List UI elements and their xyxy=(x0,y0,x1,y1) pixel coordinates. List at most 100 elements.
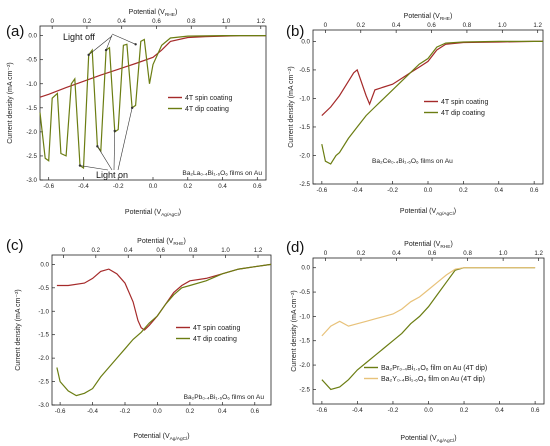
top-tick-label: 0.6 xyxy=(428,250,437,257)
y-axis-title-main: Current density (mA cm⁻²) xyxy=(15,289,22,371)
y-axis-title: Current density (mA cm⁻²) xyxy=(288,66,295,148)
top-tick-label: 1.0 xyxy=(222,18,231,25)
bottom-axis-title-main: Potential (V xyxy=(133,433,170,440)
y-tick-label: 0.0 xyxy=(301,265,310,272)
arrow-on-3 xyxy=(113,130,116,171)
y-tick-label: 0.0 xyxy=(40,261,49,268)
top-tick-label: 0.8 xyxy=(463,22,472,29)
bottom-axis-title: Potential (VAg/AgCl) xyxy=(400,208,456,217)
plot-frame xyxy=(39,25,267,181)
top-tick-label: 0.6 xyxy=(156,247,165,254)
top-tick-label: 0.4 xyxy=(392,250,401,257)
x-tick-label: 0.0 xyxy=(149,183,158,190)
series-line-2 xyxy=(321,40,543,165)
x-tick-label: -0.6 xyxy=(55,408,66,415)
top-tick-label: 0.8 xyxy=(187,18,196,25)
panel-b: (b) -0.6 -0.4 -0.2 0.0 0.2 0.4 0.6 0 0.2 0.4 0.6 0.8… xyxy=(286,13,544,217)
y-tick-label: -2.5 xyxy=(299,386,310,393)
y-tick-label: -3.0 xyxy=(26,177,37,184)
x-tick-label: 0.0 xyxy=(153,408,162,415)
top-axis-title-sub: RHE xyxy=(173,241,183,247)
top-axis-title-sub: RHE xyxy=(440,244,450,250)
panel-d: (d) -0.6 -0.4 -0.2 0.0 0.2 0.4 0.6 0 0.2 0.4 0.6 0.8… xyxy=(286,239,545,444)
arrow-off-2-head xyxy=(104,48,108,52)
series-line-2 xyxy=(56,263,272,397)
legend-entry-2: 4T dip coating xyxy=(185,106,229,113)
legend-entry-2: Ba₂Y₀.₄Bi₁.₆O₆ film on Au (4T dip) xyxy=(381,376,485,383)
panel-label: (c) xyxy=(6,237,24,254)
y-tick-label: -2.0 xyxy=(38,355,49,362)
x-tick-label: -0.2 xyxy=(387,187,398,194)
bottom-axis-title-close: ) xyxy=(187,433,189,440)
x-tick-label: -0.2 xyxy=(120,408,131,415)
x-tick-label: 0.0 xyxy=(424,407,433,414)
y-axis-title-main: Current density (mA cm⁻²) xyxy=(291,290,298,372)
y-tick-label: -1.0 xyxy=(299,95,310,102)
legend-entry-1: 4T spin coating xyxy=(185,95,232,102)
y-tick-label: -0.5 xyxy=(299,67,310,74)
y-tick-label: -2.0 xyxy=(299,152,310,159)
x-tick-label: 0.4 xyxy=(218,408,227,415)
legend-entry-1: 4T spin coating xyxy=(441,99,488,106)
top-tick-label: 0.8 xyxy=(189,247,198,254)
arrow-on-4 xyxy=(117,107,133,171)
arrow-off-1-head xyxy=(87,53,90,57)
arrow-on-2-head xyxy=(96,145,99,148)
top-tick-label: 0.6 xyxy=(152,18,161,25)
x-tick-label: -0.2 xyxy=(388,407,399,414)
top-axis-title-main: Potential (V xyxy=(129,9,166,16)
y-tick-label: -0.5 xyxy=(299,289,310,296)
panel-label: (d) xyxy=(286,239,304,256)
top-tick-label: 0.4 xyxy=(117,18,126,25)
bottom-axis-title: Potential (VAg/AgCl) xyxy=(400,435,456,444)
top-tick-label: 0 xyxy=(50,18,54,25)
y-tick-label: -0.5 xyxy=(38,285,49,292)
top-tick-label: 0 xyxy=(324,250,328,257)
y-tick-label: -2.0 xyxy=(26,129,37,136)
bottom-axis-title: Potential (VAg/AgCl) xyxy=(125,209,181,218)
legend-entry-2: 4T dip coating xyxy=(441,110,485,117)
panel-a: (a) -0.6 -0.4 -0.2 0.0 0.2 0.4 0.6 0 0.2 0.4 0.6 0.8… xyxy=(6,9,267,218)
x-tick-label: -0.2 xyxy=(113,183,124,190)
x-tick-label: -0.6 xyxy=(43,183,54,190)
top-tick-label: 0 xyxy=(324,22,328,29)
top-tick-label: 0.4 xyxy=(392,22,401,29)
x-tick-label: 0.6 xyxy=(250,408,259,415)
top-tick-label: 0.2 xyxy=(91,247,100,254)
x-tick-label: 0.2 xyxy=(186,408,195,415)
legend-entry-2: 4T dip coating xyxy=(193,336,237,343)
y-tick-label: 0.0 xyxy=(301,38,310,45)
top-tick-label: 0.8 xyxy=(463,250,472,257)
x-tick-label: 0.6 xyxy=(530,187,539,194)
series-line-2 xyxy=(321,267,536,337)
top-axis-title: Potential (VRHE) xyxy=(137,238,186,247)
y-tick-label: -0.5 xyxy=(26,57,37,64)
arrow-off-1 xyxy=(88,35,113,56)
top-axis-title-main: Potential (V xyxy=(404,241,441,248)
arrow-on-3-head xyxy=(113,129,116,133)
x-tick-label: 0.4 xyxy=(218,183,227,190)
arrow-off-2 xyxy=(105,34,113,51)
y-axis-title: Current density (mA cm⁻²) xyxy=(15,289,22,371)
top-axis-title-close: ) xyxy=(450,241,452,248)
top-tick-label: 0.2 xyxy=(356,22,365,29)
top-tick-label: 1.2 xyxy=(533,22,542,29)
x-tick-label: -0.4 xyxy=(78,183,89,190)
top-tick-label: 1.0 xyxy=(221,247,230,254)
y-axis-title-main: Current density (mA cm⁻²) xyxy=(288,66,295,148)
sample-note: Ba₂La₀.₄Bi₁.₆O₆ films on Au xyxy=(182,170,262,177)
x-tick-label: -0.4 xyxy=(87,408,98,415)
series-line-1 xyxy=(321,40,543,117)
top-tick-label: 1.0 xyxy=(499,250,508,257)
top-axis-title-main: Potential (V xyxy=(404,13,441,20)
bottom-axis-title-main: Potential (V xyxy=(400,208,437,215)
arrow-on-2 xyxy=(97,146,113,171)
arrow-off-3 xyxy=(111,33,136,45)
arrow-on-1 xyxy=(79,165,109,171)
y-tick-label: -1.5 xyxy=(299,338,310,345)
bottom-axis-title-close: ) xyxy=(454,435,456,442)
series-line-1 xyxy=(56,263,272,331)
top-axis-title-sub: RHE xyxy=(165,12,175,18)
y-tick-label: -1.5 xyxy=(26,105,37,112)
